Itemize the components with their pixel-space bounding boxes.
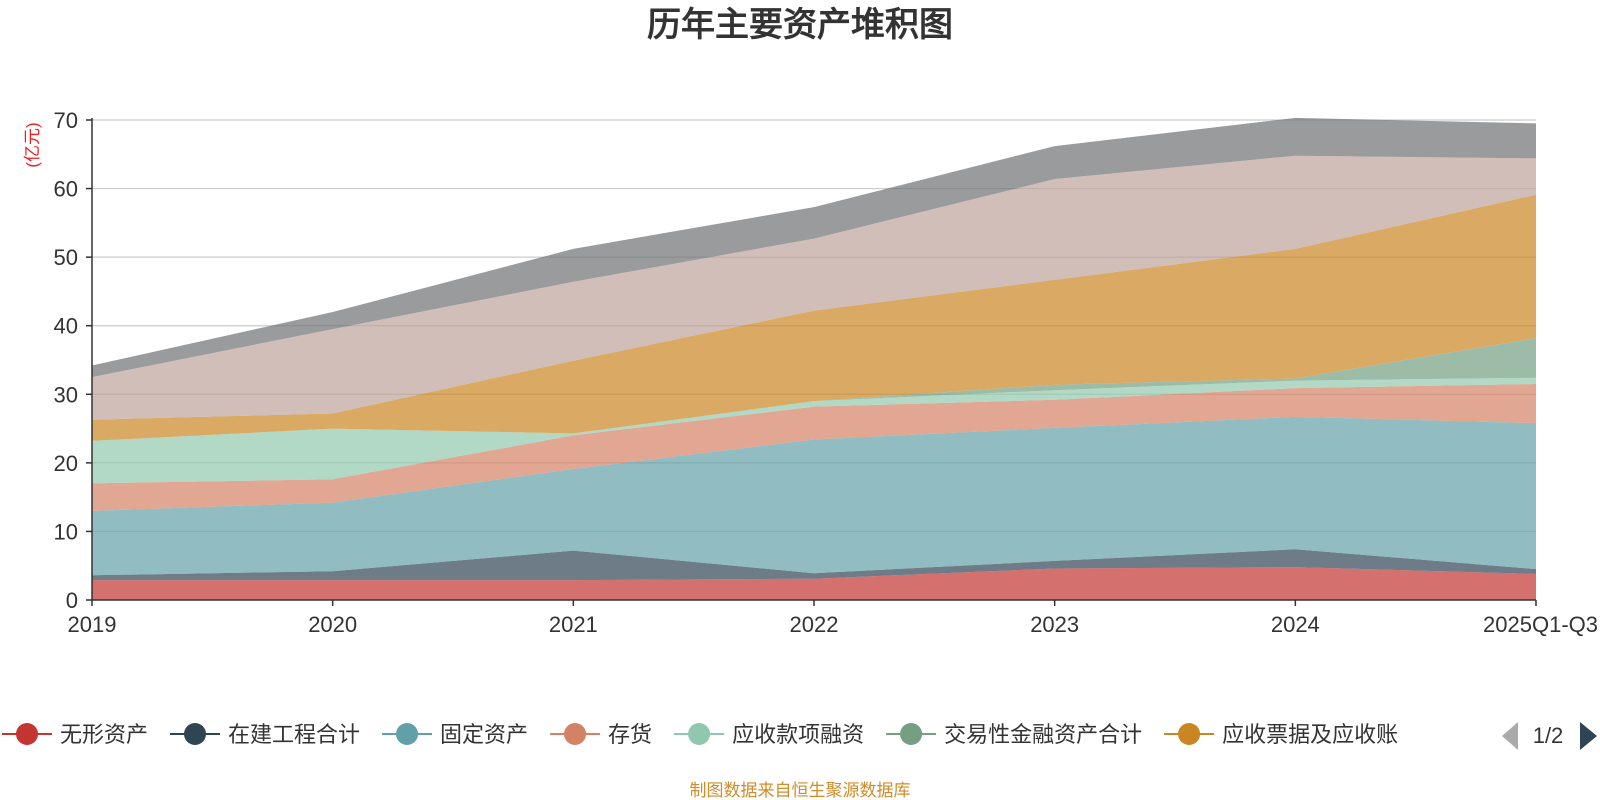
- legend-pager: 1/2: [1502, 722, 1597, 750]
- legend-prev-page-icon[interactable]: [1502, 722, 1518, 750]
- legend-circle-icon: [396, 723, 419, 745]
- area-series: [92, 117, 1536, 378]
- y-tick-label: 30: [54, 382, 78, 407]
- legend-item[interactable]: 无形资产: [2, 722, 148, 747]
- legend-label: 应收票据及应收账: [1222, 722, 1398, 747]
- legend-label: 固定资产: [440, 722, 528, 747]
- area-series: [92, 549, 1536, 581]
- y-tick-label: 0: [66, 588, 78, 613]
- legend-circle-icon: [16, 723, 38, 745]
- stacked-areas: [92, 117, 1536, 600]
- x-tick-label: 2021: [549, 612, 598, 637]
- legend-circle-icon: [1178, 723, 1201, 745]
- x-axis-ticks: 2019 2020 2021 2022 2023 2024 2025Q1-Q3: [68, 600, 1598, 637]
- y-axis-unit: (亿元): [23, 122, 42, 167]
- legend-label: 应收款项融资: [732, 722, 864, 747]
- legend-circle-icon: [688, 723, 711, 745]
- legend-item[interactable]: 在建工程合计: [170, 722, 360, 747]
- legend-item[interactable]: 应收款项融资: [674, 722, 864, 747]
- legend-item[interactable]: 固定资产: [382, 722, 528, 747]
- legend-next-page-icon[interactable]: [1580, 722, 1597, 750]
- x-tick-label: 2024: [1271, 612, 1320, 637]
- y-tick-label: 10: [54, 519, 78, 544]
- area-series: [92, 416, 1536, 576]
- legend-page-indicator: 1/2: [1533, 723, 1564, 748]
- legend-item[interactable]: 交易性金融资产合计: [886, 722, 1142, 747]
- legend-label: 交易性金融资产合计: [944, 722, 1142, 747]
- area-series: [92, 384, 1536, 511]
- y-axis-ticks: 0 10 20 30 40 50 60 70: [54, 108, 92, 613]
- legend-circle-icon: [900, 723, 923, 745]
- y-tick-label: 50: [54, 245, 78, 270]
- y-tick-label: 40: [54, 314, 78, 339]
- y-tick-label: 70: [54, 108, 78, 133]
- area-series: [92, 377, 1536, 484]
- legend-label: 存货: [608, 722, 652, 747]
- x-tick-label: 2020: [308, 612, 357, 637]
- legend-circle-icon: [184, 723, 207, 745]
- legend-circle-icon: [564, 723, 587, 745]
- source-note: 制图数据来自恒生聚源数据库: [690, 781, 911, 800]
- y-tick-label: 20: [54, 451, 78, 476]
- legend-item[interactable]: 存货: [550, 722, 652, 747]
- y-tick-label: 60: [54, 177, 78, 202]
- legend-label: 无形资产: [60, 722, 148, 747]
- legend-item[interactable]: 应收票据及应收账: [1164, 722, 1398, 747]
- area-series: [92, 194, 1536, 441]
- x-tick-label: 2019: [68, 612, 117, 637]
- x-tick-label: 2025Q1-Q3: [1483, 612, 1598, 637]
- legend-label: 在建工程合计: [228, 722, 360, 747]
- x-tick-label: 2023: [1030, 612, 1079, 637]
- x-tick-label: 2022: [790, 612, 839, 637]
- area-series: [92, 155, 1536, 420]
- legend: 无形资产 在建工程合计 固定资产 存货 应收款项融资 交易性金融资产合计 应收票据及应收账: [2, 722, 1398, 747]
- area-series: [92, 567, 1536, 600]
- chart-title: 历年主要资产堆积图: [647, 6, 953, 44]
